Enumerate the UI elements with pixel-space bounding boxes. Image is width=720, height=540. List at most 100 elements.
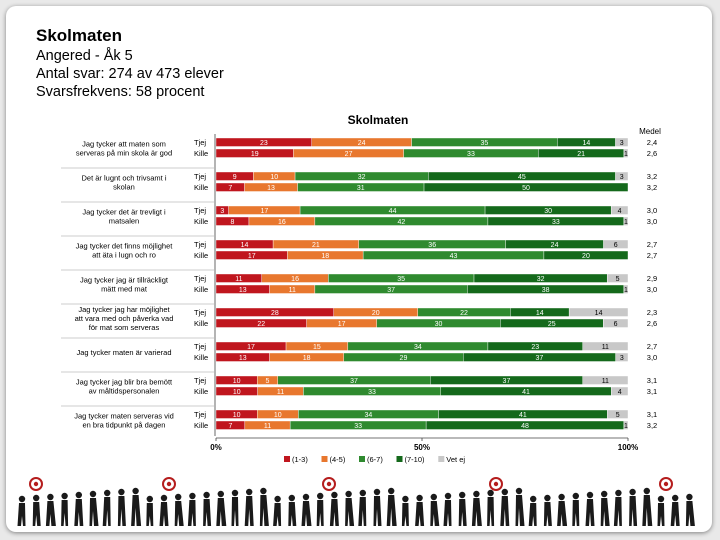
data-label: 1 [624, 423, 628, 430]
group-label: Tjej [194, 308, 206, 317]
data-label: 17 [247, 344, 255, 351]
person-silhouette-icon [32, 502, 41, 526]
data-label: 5 [616, 276, 620, 283]
group-label: Kille [194, 217, 208, 226]
mean-value: 2,4 [647, 138, 657, 147]
data-label: 11 [235, 276, 242, 283]
person-silhouette-icon [373, 496, 382, 526]
person-silhouette-icon [358, 497, 367, 526]
footer-decoration [17, 477, 695, 526]
question-label: Jag tycker det är trevligt i [82, 207, 166, 216]
person-silhouette-icon [629, 496, 638, 526]
person-silhouette-icon [359, 489, 366, 497]
mean-value: 2,7 [647, 251, 657, 260]
chart-title: Skolmaten [348, 113, 409, 127]
group-label: Tjej [194, 274, 206, 283]
person-silhouette-icon [401, 503, 409, 526]
bar-segment [623, 216, 629, 226]
person-silhouette-icon [160, 494, 168, 502]
question-label: av måltidspersonalen [89, 386, 160, 395]
data-label: 20 [372, 310, 380, 317]
legend-swatch [284, 456, 290, 462]
subtitle-school: Angered - Åk 5 [36, 48, 133, 64]
group-label: Tjej [194, 240, 206, 249]
bar-segment [615, 137, 629, 147]
person-silhouette-icon [317, 492, 324, 500]
legend-label: Vet ej [446, 455, 465, 464]
data-label: 13 [239, 287, 247, 294]
target-icon [326, 481, 332, 487]
person-silhouette-icon [316, 500, 324, 526]
bar-segment [610, 205, 629, 215]
data-label: 7 [228, 423, 232, 430]
mean-value: 3,2 [647, 172, 657, 181]
data-label: 33 [354, 423, 362, 430]
data-label: 14 [536, 310, 544, 317]
data-label: 7 [228, 185, 232, 192]
person-silhouette-icon [487, 497, 495, 526]
person-silhouette-icon [528, 503, 537, 526]
data-label: 22 [460, 310, 468, 317]
bar-segment [568, 307, 629, 317]
group-label: Kille [194, 183, 208, 192]
data-label: 3 [620, 140, 624, 147]
person-silhouette-icon [530, 495, 537, 503]
bar-segment [582, 341, 629, 351]
person-silhouette-icon [329, 499, 339, 526]
data-label: 11 [264, 423, 271, 430]
data-label: 24 [358, 140, 366, 147]
bar-segment [623, 420, 629, 430]
page-title: Skolmaten [36, 26, 122, 45]
person-silhouette-icon [132, 487, 139, 495]
data-label: 16 [278, 219, 286, 226]
data-label: 33 [467, 151, 475, 158]
person-silhouette-icon [458, 499, 467, 526]
person-silhouette-icon [61, 492, 68, 500]
person-silhouette-icon [259, 495, 269, 526]
person-silhouette-icon [18, 495, 26, 503]
group-label: Tjej [194, 206, 206, 215]
person-silhouette-icon [203, 499, 212, 526]
target-icon [166, 481, 172, 487]
data-label: 22 [257, 321, 265, 328]
person-silhouette-icon [459, 491, 466, 499]
group-label: Kille [194, 285, 208, 294]
data-label: 32 [358, 174, 366, 181]
person-silhouette-icon [487, 489, 494, 497]
person-silhouette-icon [117, 496, 126, 526]
data-label: 38 [542, 287, 550, 294]
data-label: 48 [521, 423, 529, 430]
person-silhouette-icon [471, 498, 482, 526]
data-label: 21 [312, 242, 320, 249]
person-silhouette-icon [260, 487, 267, 495]
legend-swatch [396, 456, 403, 462]
person-silhouette-icon [187, 500, 196, 526]
group-label: Kille [194, 251, 208, 260]
data-label: 37 [350, 378, 358, 385]
data-label: 19 [251, 151, 259, 158]
mean-value: 2,6 [647, 319, 657, 328]
question-label: Jag tycker jag har möjlighet [78, 305, 170, 314]
person-silhouette-icon [643, 487, 650, 495]
x-tick-label: 50% [414, 443, 430, 452]
person-silhouette-icon [585, 499, 595, 526]
question-label: Jag tycker att maten som [82, 139, 166, 148]
data-label: 4 [618, 389, 622, 396]
person-silhouette-icon [146, 495, 153, 503]
mean-value: 3,0 [647, 285, 657, 294]
question-label: Jag tycker jag är tillräckligt [80, 275, 169, 284]
person-silhouette-icon [102, 497, 111, 526]
person-silhouette-icon [274, 495, 281, 503]
data-label: 3 [620, 174, 624, 181]
mean-value: 2,7 [647, 240, 657, 249]
person-silhouette-icon [288, 494, 295, 502]
person-silhouette-icon [74, 499, 84, 526]
group-label: Kille [194, 149, 208, 158]
person-silhouette-icon [444, 492, 452, 500]
person-silhouette-icon [288, 502, 297, 526]
mean-value: 3,0 [647, 353, 657, 362]
mean-value: 3,1 [647, 387, 657, 396]
data-label: 29 [400, 355, 408, 362]
data-label: 3 [620, 355, 624, 362]
data-label: 17 [260, 208, 268, 215]
